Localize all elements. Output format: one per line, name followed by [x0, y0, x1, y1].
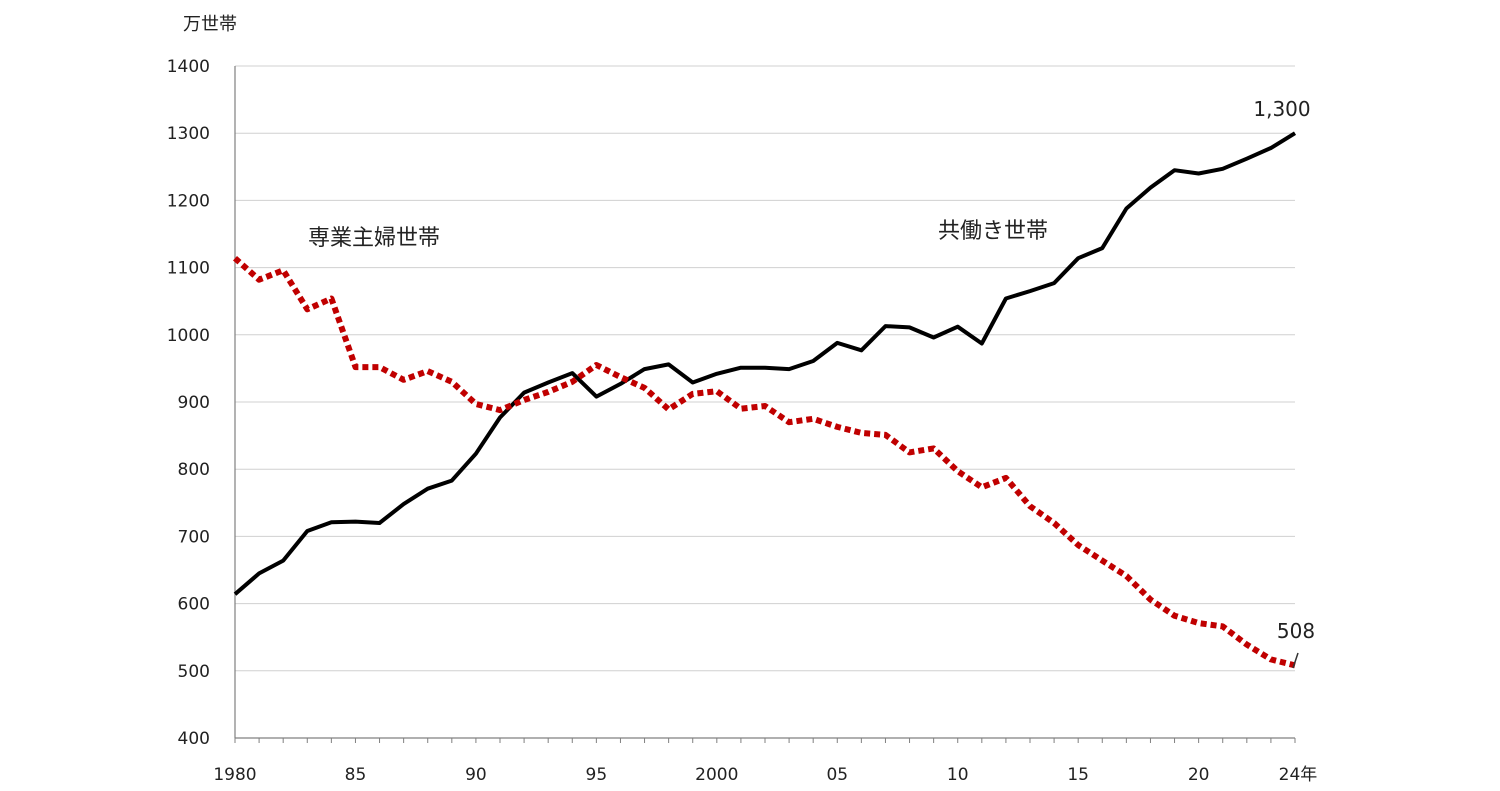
series-lines — [233, 131, 1297, 669]
y-tick-label: 400 — [178, 729, 210, 749]
y-tick-label: 800 — [178, 460, 210, 480]
x-tick-label: 85 — [345, 765, 367, 785]
x-tick-label: 20 — [1188, 765, 1210, 785]
y-tick-label: 700 — [178, 527, 210, 547]
x-tick-label: 2000 — [695, 765, 738, 785]
x-tick-label: 1980 — [213, 765, 256, 785]
x-tick-label: 10 — [947, 765, 969, 785]
series-label-dual-income: 共働き世帯 — [938, 219, 1048, 244]
series-line-dual-income — [233, 131, 1297, 596]
y-axis-title: 万世帯 — [183, 14, 237, 35]
x-tick-label: 05 — [826, 765, 848, 785]
x-tick-label: 90 — [465, 765, 487, 785]
x-tick-label: 24年 — [1279, 765, 1318, 785]
gridlines — [235, 65, 1295, 672]
y-tick-label: 1400 — [167, 57, 210, 77]
y-tick-label: 900 — [178, 393, 210, 413]
x-tick-label: 15 — [1067, 765, 1089, 785]
axes: 400 500 600 700 800 900 1000 1100 1200 1300 1400 万世… — [167, 14, 1318, 785]
y-tick-label: 1100 — [167, 259, 210, 279]
y-tick-label: 1200 — [167, 191, 210, 211]
series-label-housewife: 専業主婦世帯 — [308, 226, 440, 251]
end-label-dual-income: 1,300 — [1253, 97, 1310, 121]
series-line-housewife — [233, 255, 1296, 669]
y-tick-label: 600 — [178, 595, 210, 615]
y-tick-label: 1000 — [167, 326, 210, 346]
y-tick-label: 500 — [178, 662, 210, 682]
end-label-housewife: 508 — [1277, 619, 1315, 643]
labels: 共働き世帯 専業主婦世帯 1,300 508 — [308, 97, 1315, 669]
x-tick-label: 95 — [586, 765, 608, 785]
y-tick-label: 1300 — [167, 124, 210, 144]
end-label-leader-line — [1292, 652, 1299, 669]
